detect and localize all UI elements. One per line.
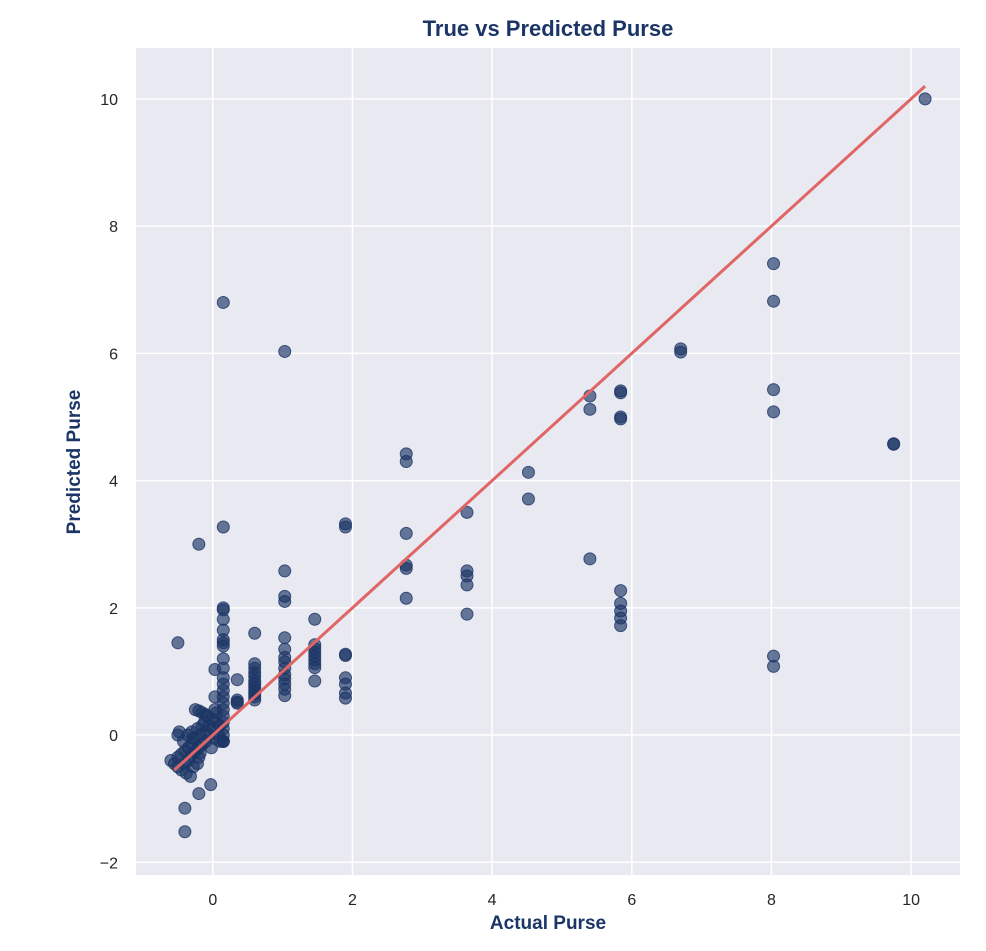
data-point: [278, 564, 292, 578]
gridlines: [136, 48, 960, 875]
data-point: [614, 584, 628, 598]
data-point: [248, 693, 262, 707]
plot-background: [136, 48, 960, 875]
y-tick-label: 6: [109, 346, 118, 363]
data-point: [674, 345, 688, 359]
y-tick-label: −2: [100, 855, 118, 872]
data-point: [192, 787, 206, 801]
x-tick-label: 8: [767, 892, 776, 909]
x-axis-label: Actual Purse: [490, 913, 606, 934]
data-point: [460, 607, 474, 621]
data-point: [460, 505, 474, 519]
data-point: [308, 661, 322, 675]
data-point: [399, 455, 413, 468]
data-point: [583, 552, 597, 566]
data-point: [216, 612, 230, 626]
data-point: [918, 92, 932, 106]
y-tick-label: 2: [109, 601, 118, 618]
data-point: [614, 386, 628, 400]
data-point: [216, 520, 230, 534]
data-point: [460, 578, 474, 592]
data-point: [171, 636, 185, 650]
chart-title: True vs Predicted Purse: [423, 16, 674, 41]
data-point: [399, 561, 413, 575]
data-point: [186, 731, 200, 745]
x-tick-label: 0: [208, 892, 217, 909]
data-point: [216, 734, 230, 748]
reference-line-layer: [173, 85, 927, 772]
data-point: [278, 631, 292, 645]
data-point: [338, 649, 352, 663]
y-tick-labels: −2 0 2 4 6 8 10: [100, 92, 118, 872]
data-point: [614, 412, 628, 426]
data-point: [767, 383, 781, 397]
x-tick-labels: 0 2 4 6 8 10: [208, 892, 920, 909]
data-point: [399, 526, 413, 540]
identity-reference-line: [173, 85, 927, 772]
y-tick-label: 0: [109, 728, 118, 745]
y-axis-label: Predicted Purse: [64, 390, 85, 535]
y-tick-label: 4: [109, 474, 118, 491]
data-point: [583, 402, 597, 416]
data-point: [338, 691, 352, 705]
data-point: [192, 537, 206, 551]
data-point: [178, 825, 192, 839]
data-point: [767, 294, 781, 308]
x-tick-label: 10: [902, 892, 920, 909]
data-point: [178, 801, 192, 815]
data-point: [767, 405, 781, 419]
data-point: [521, 492, 535, 506]
y-tick-label: 8: [109, 219, 118, 236]
data-point: [338, 520, 352, 534]
data-point: [230, 673, 244, 687]
data-point: [308, 674, 322, 688]
data-point: [278, 689, 292, 703]
data-point: [399, 591, 413, 605]
data-point: [216, 639, 230, 653]
data-point: [887, 437, 901, 451]
data-point: [767, 257, 781, 271]
data-point: [614, 619, 628, 633]
data-point: [278, 594, 292, 608]
y-tick-label: 10: [100, 92, 118, 109]
data-point: [216, 295, 230, 309]
data-point: [278, 344, 292, 358]
x-tick-label: 6: [627, 892, 636, 909]
data-point: [190, 757, 204, 771]
x-tick-label: 2: [348, 892, 357, 909]
x-tick-label: 4: [488, 892, 497, 909]
data-point: [248, 626, 262, 640]
data-point: [521, 465, 535, 479]
data-point: [767, 659, 781, 673]
data-point: [230, 696, 244, 710]
data-point: [204, 778, 218, 792]
data-point: [308, 612, 322, 626]
